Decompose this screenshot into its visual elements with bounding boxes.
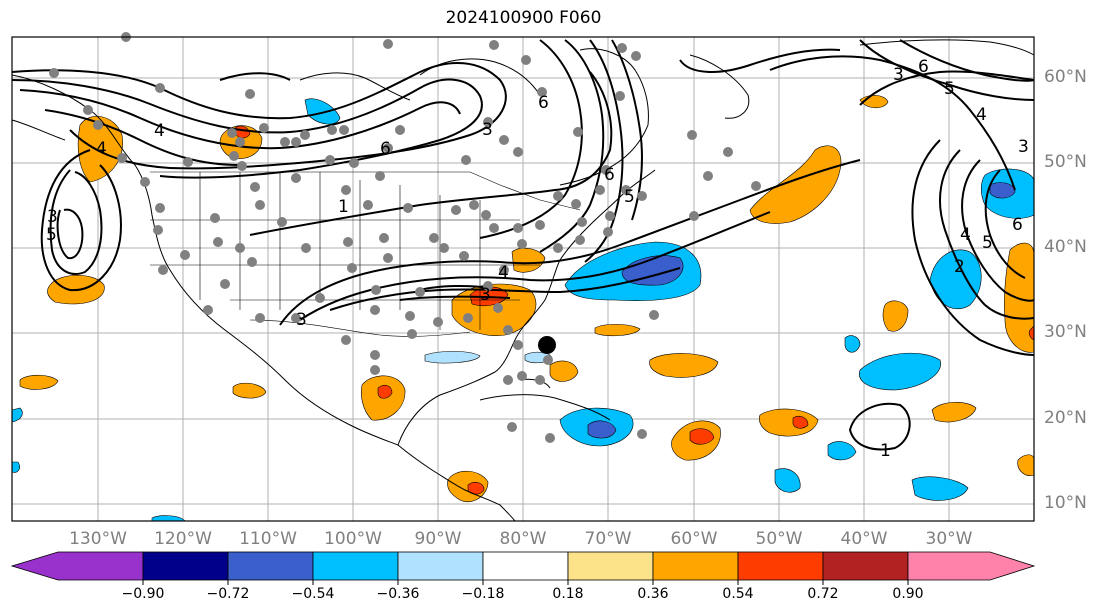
lon-label: 90°W xyxy=(414,529,462,549)
contour-label: 1 xyxy=(880,441,891,461)
lon-label: 120°W xyxy=(154,529,212,549)
contour-label: 3 xyxy=(1018,137,1029,157)
storm-center-marker xyxy=(538,336,556,354)
colorbar-segment xyxy=(227,551,314,581)
lat-label: 50°N xyxy=(1044,152,1087,172)
colorbar-segment xyxy=(312,551,399,581)
lat-label: 30°N xyxy=(1044,322,1087,342)
contour-label: 5 xyxy=(982,233,993,253)
contour-label: 4 xyxy=(960,225,971,245)
contour-label: 6 xyxy=(918,57,929,77)
contour-label: 6 xyxy=(1012,215,1023,235)
colorbar-tick-label: −0.36 xyxy=(376,586,420,602)
contour-label: 2 xyxy=(954,257,965,277)
lon-label: 70°W xyxy=(584,529,632,549)
lon-label: 130°W xyxy=(69,529,127,549)
map-title: 2024100900 F060 xyxy=(445,8,602,28)
contour-label: 5 xyxy=(944,79,955,99)
contour-label: 5 xyxy=(624,187,635,207)
colorbar-tick-label: 0.72 xyxy=(807,586,839,602)
contour-label: 1 xyxy=(338,197,349,217)
colorbar xyxy=(10,551,1036,581)
lon-label: 60°W xyxy=(670,529,718,549)
map-border xyxy=(11,36,1035,522)
colorbar-segment xyxy=(652,551,739,581)
colorbar-tick-label: 0.54 xyxy=(722,586,754,602)
colorbar-segment xyxy=(397,551,484,581)
shaded-anomaly-fields xyxy=(11,95,1035,522)
contour-label: 4 xyxy=(498,263,509,283)
colorbar-segment xyxy=(482,551,569,581)
lon-label: 110°W xyxy=(239,529,297,549)
station-dots xyxy=(49,32,761,443)
contour-value-labels: 5 3 4 4 6 3 6 5 4 3 6 5 6 4 3 1 3 2 6 5 … xyxy=(46,57,1029,461)
colorbar-segment xyxy=(142,551,229,581)
contour-label: 4 xyxy=(976,105,987,125)
colorbar-tick-label: 0.90 xyxy=(892,586,924,602)
contour-label: 3 xyxy=(893,65,904,85)
lon-label: 100°W xyxy=(324,529,382,549)
colorbar-segment xyxy=(737,551,824,581)
contour-label: 3 xyxy=(47,207,58,227)
colorbar-tick-label: −0.72 xyxy=(206,586,250,602)
lat-label: 10°N xyxy=(1044,493,1087,513)
contour-label: 6 xyxy=(380,139,391,159)
colorbar-tick-label: 0.18 xyxy=(552,586,584,602)
contour-label: 4 xyxy=(154,121,165,141)
contour-label: 6 xyxy=(538,93,549,113)
contour-label: 4 xyxy=(96,139,107,159)
contour-label: 3 xyxy=(480,285,491,305)
lon-label: 80°W xyxy=(499,529,547,549)
colorbar-segment xyxy=(10,551,144,581)
contour-lines xyxy=(11,39,1035,451)
colorbar-segment xyxy=(907,551,1036,581)
lat-label: 20°N xyxy=(1044,408,1087,428)
contour-label: 3 xyxy=(296,310,307,330)
colorbar-segment xyxy=(822,551,909,581)
colorbar-ticks xyxy=(142,580,909,585)
colorbar-segment xyxy=(567,551,654,581)
contour-label: 6 xyxy=(604,165,615,185)
lon-label: 40°W xyxy=(840,529,888,549)
contour-label: 3 xyxy=(482,120,493,140)
colorbar-tick-label: 0.36 xyxy=(637,586,669,602)
lat-label: 60°N xyxy=(1044,67,1087,87)
lat-label: 40°N xyxy=(1044,237,1087,257)
colorbar-tick-label: −0.54 xyxy=(291,586,335,602)
colorbar-tick-label: −0.90 xyxy=(121,586,165,602)
colorbar-tick-label: −0.18 xyxy=(461,586,505,602)
lon-label: 50°W xyxy=(755,529,803,549)
contour-label: 5 xyxy=(46,225,57,245)
lon-label: 30°W xyxy=(925,529,973,549)
